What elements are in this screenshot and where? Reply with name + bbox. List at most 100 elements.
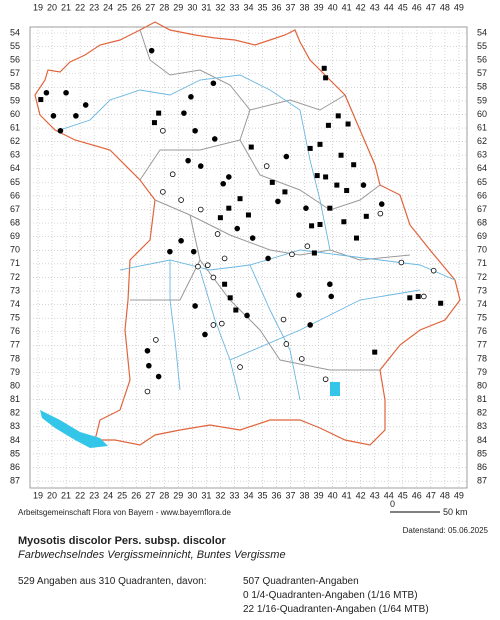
record-dot [178, 237, 184, 244]
column-label: 36 [272, 490, 282, 500]
row-label: 68 [10, 217, 20, 227]
record-dot [298, 356, 305, 362]
row-label: 72 [477, 272, 487, 282]
column-label: 33 [229, 2, 239, 12]
record-dot [421, 293, 427, 300]
column-label: 36 [272, 2, 282, 12]
row-label: 70 [477, 245, 487, 255]
record-square [372, 349, 378, 355]
record-square [345, 121, 351, 127]
record-dot [210, 80, 217, 87]
record-dot [190, 248, 197, 255]
record-square [307, 145, 313, 151]
row-label: 73 [477, 285, 487, 295]
record-square [325, 122, 331, 128]
row-label: 78 [10, 353, 20, 363]
row-label: 62 [477, 136, 487, 146]
record-dot [153, 337, 159, 343]
lake [40, 410, 108, 448]
row-label: 80 [477, 380, 487, 390]
row-label: 54 [477, 27, 487, 37]
record-dot [360, 182, 367, 188]
column-label: 19 [33, 2, 43, 12]
row-label: 86 [477, 462, 487, 472]
record-dot [214, 231, 221, 237]
record-dot [220, 180, 226, 187]
column-label: 45 [398, 2, 408, 12]
column-label: 24 [103, 2, 113, 12]
column-label: 30 [187, 2, 197, 12]
column-label: 28 [159, 2, 169, 12]
record-dot [210, 322, 217, 328]
record-dot [195, 263, 201, 270]
record-dot [50, 113, 57, 119]
record-square [311, 250, 317, 256]
column-label: 37 [286, 2, 296, 12]
row-label: 58 [477, 82, 487, 92]
record-square [314, 173, 320, 179]
record-square [38, 97, 44, 103]
row-label: 87 [477, 476, 487, 486]
row-label: 79 [477, 367, 487, 377]
row-label: 83 [477, 421, 487, 431]
credit: Arbeitsgemeinschaft Flora von Bayern - w… [18, 508, 232, 517]
row-label: 58 [10, 82, 20, 92]
record-dot [244, 312, 250, 319]
count: 22 1/16-Quadranten-Angaben (1/64 MTB) [243, 604, 429, 615]
row-label: 69 [10, 231, 20, 241]
record-dot [263, 163, 270, 169]
record-dot [210, 274, 217, 281]
row-label: 74 [477, 299, 487, 309]
record-square [341, 219, 347, 225]
row-label: 61 [477, 122, 487, 132]
column-label: 44 [384, 2, 394, 12]
record-square [222, 281, 228, 287]
column-label: 35 [257, 2, 267, 12]
column-label: 19 [33, 490, 43, 500]
occurrences [38, 47, 444, 395]
row-label: 73 [10, 285, 20, 295]
scale-end: 50 km [443, 507, 468, 517]
record-dot [289, 251, 295, 258]
row-label: 67 [10, 204, 20, 214]
row-label: 87 [10, 476, 20, 486]
row-label: 61 [10, 122, 20, 132]
record-dot [283, 153, 290, 160]
record-dot [185, 157, 191, 164]
row-label: 77 [10, 340, 20, 350]
record-dot [237, 364, 243, 370]
column-label: 25 [117, 2, 127, 12]
row-label: 56 [10, 55, 20, 65]
record-dot [169, 171, 176, 178]
row-label: 60 [477, 109, 487, 119]
record-dot [192, 127, 198, 134]
record-square [226, 205, 232, 211]
row-label: 79 [10, 367, 20, 377]
column-label: 32 [215, 2, 225, 12]
record-dot [226, 174, 232, 180]
record-dot [322, 376, 329, 383]
record-dot [377, 210, 384, 217]
record-square [363, 213, 369, 219]
record-square [248, 144, 254, 150]
record-square [233, 307, 239, 313]
row-label: 57 [477, 68, 487, 78]
column-label: 48 [440, 2, 450, 12]
record-dot [283, 341, 290, 347]
column-label: 26 [131, 490, 141, 500]
column-label: 44 [384, 490, 394, 500]
column-label: 43 [370, 2, 380, 12]
column-label: 34 [243, 2, 253, 12]
record-dot [307, 322, 313, 328]
row-label: 75 [10, 313, 20, 323]
column-label: 37 [286, 490, 296, 500]
record-square [317, 141, 323, 147]
record-square [237, 196, 243, 202]
record-dot [82, 102, 89, 108]
record-square [438, 300, 444, 306]
record-dot [160, 189, 166, 195]
column-label: 20 [47, 490, 57, 500]
column-label: 29 [173, 2, 183, 12]
row-label: 65 [477, 177, 487, 187]
